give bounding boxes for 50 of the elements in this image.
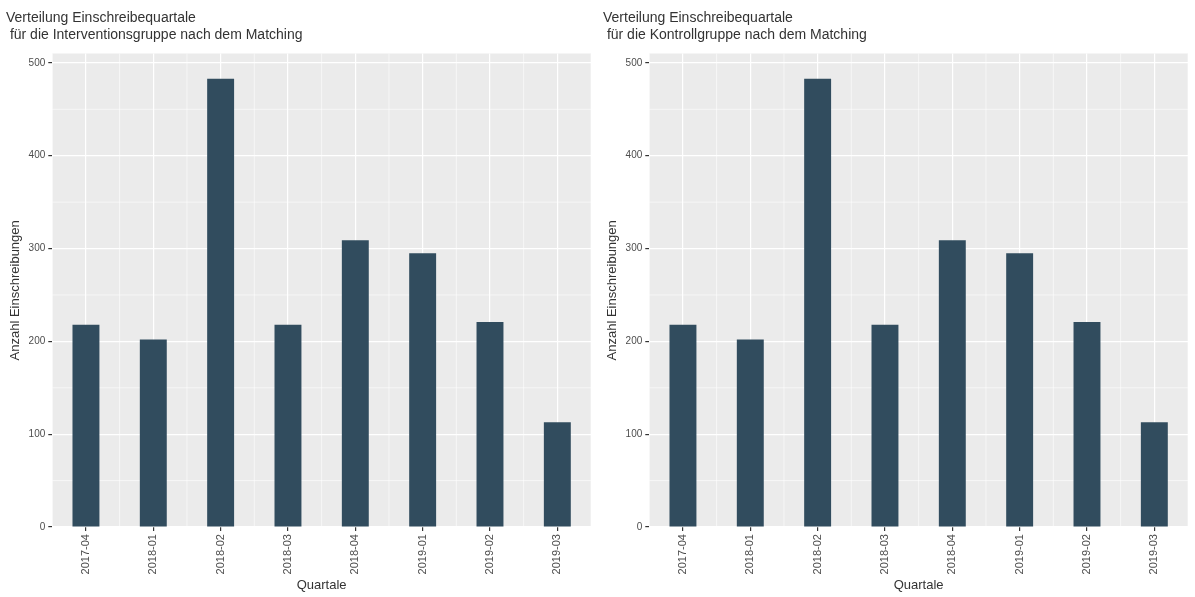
x-tick-label: 2018-01 xyxy=(146,534,159,575)
x-tick-label: 2018-01 xyxy=(743,534,756,575)
bar xyxy=(1073,321,1101,527)
x-tick-label: 2019-01 xyxy=(415,534,428,575)
x-tick-label: 2018-04 xyxy=(945,534,958,575)
x-tick-label: 2018-03 xyxy=(878,534,890,575)
y-tick-label: 200 xyxy=(28,335,46,347)
bar xyxy=(476,321,504,527)
x-tick-label: 2019-03 xyxy=(550,534,563,575)
x-tick-label: 2019-02 xyxy=(1080,534,1093,575)
y-tick-label: 100 xyxy=(28,427,46,439)
y-tick-label: 200 xyxy=(625,335,643,347)
y-axis-title: Anzahl Einschreibungen xyxy=(604,220,620,361)
bar xyxy=(871,324,899,527)
y-tick-label: 0 xyxy=(39,520,46,532)
bar xyxy=(938,240,966,527)
x-tick-label: 2019-01 xyxy=(1012,534,1025,575)
bar xyxy=(139,339,167,527)
bar xyxy=(543,422,571,527)
x-tick-label: 2017-04 xyxy=(675,534,688,575)
y-tick-label: 100 xyxy=(625,427,643,439)
bar xyxy=(274,324,302,527)
y-tick-label: 400 xyxy=(28,149,46,161)
bar xyxy=(669,324,697,527)
y-tick-label: 300 xyxy=(28,242,46,254)
bar xyxy=(1006,253,1034,527)
x-tick-label: 2019-03 xyxy=(1147,534,1160,575)
bar xyxy=(72,324,100,527)
x-tick-label: 2018-03 xyxy=(281,534,293,575)
x-tick-label: 2018-02 xyxy=(213,534,226,575)
x-axis-title: Quartale xyxy=(296,576,347,592)
bar xyxy=(207,78,235,527)
x-tick-label: 2018-04 xyxy=(348,534,361,575)
y-tick-label: 0 xyxy=(636,520,643,532)
chart-title: Verteilung Einschreibequartale für die Kontrollgruppe nach dem Matching xyxy=(603,9,867,43)
x-tick-label: 2019-02 xyxy=(483,534,496,575)
bar xyxy=(1140,422,1168,527)
y-tick-label: 400 xyxy=(625,149,643,161)
x-axis-title: Quartale xyxy=(893,576,944,592)
y-axis-title: Anzahl Einschreibungen xyxy=(7,220,23,361)
x-tick-label: 2018-02 xyxy=(810,534,823,575)
chart-title: Verteilung Einschreibequartale für die Interventionsgruppe nach dem Matching xyxy=(6,9,303,43)
bar xyxy=(804,78,832,527)
y-tick-label: 500 xyxy=(625,56,643,68)
y-tick-label: 500 xyxy=(28,56,46,68)
bar xyxy=(341,240,369,527)
y-tick-label: 300 xyxy=(625,242,643,254)
bar xyxy=(736,339,764,527)
bar xyxy=(409,253,437,527)
x-tick-label: 2017-04 xyxy=(78,534,91,575)
